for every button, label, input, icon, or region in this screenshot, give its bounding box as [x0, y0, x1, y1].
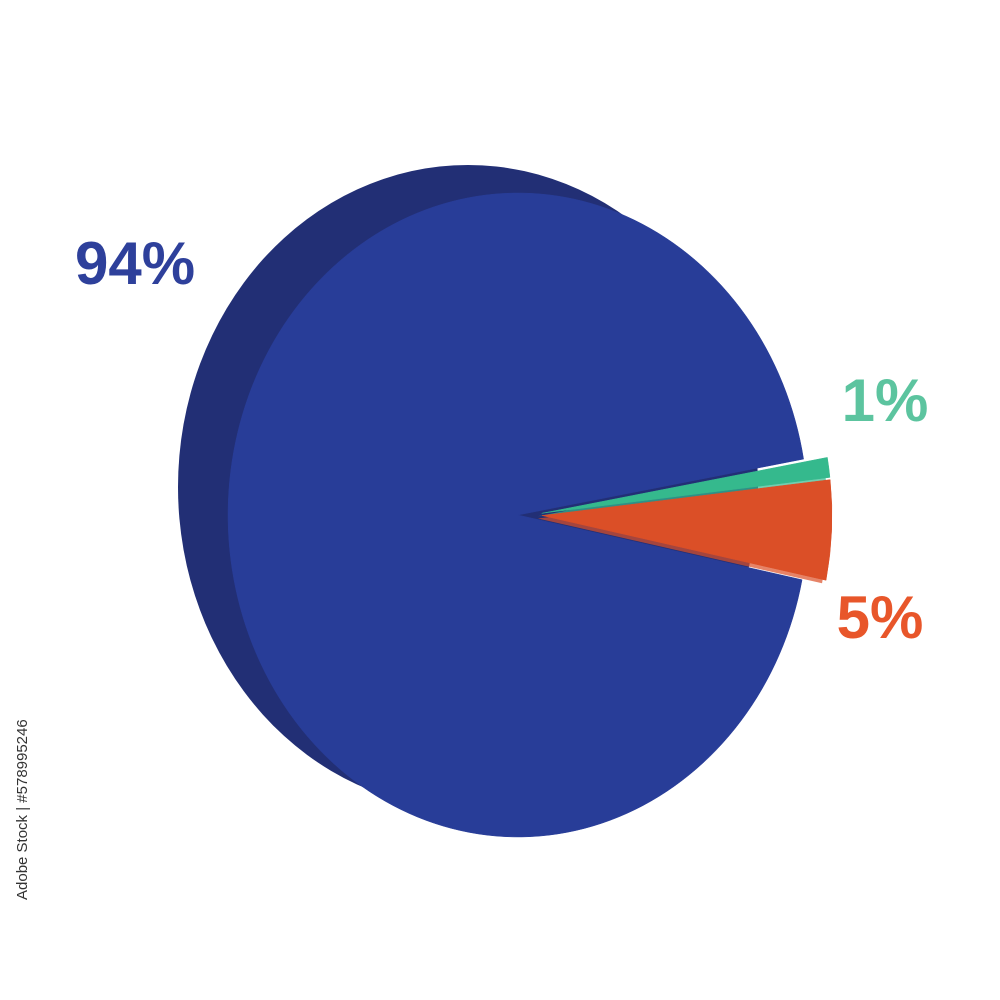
- value-label: 94%: [75, 230, 195, 297]
- value-label: 1%: [842, 367, 929, 434]
- value-label: 5%: [837, 584, 924, 651]
- labels: 1% 5% 94%: [75, 230, 928, 651]
- slices: [227, 192, 833, 838]
- pie-slice: [541, 479, 833, 581]
- watermark: Adobe Stock | #578995246: [14, 719, 31, 900]
- pie-slice: [541, 457, 831, 514]
- pie-slice: [227, 192, 804, 838]
